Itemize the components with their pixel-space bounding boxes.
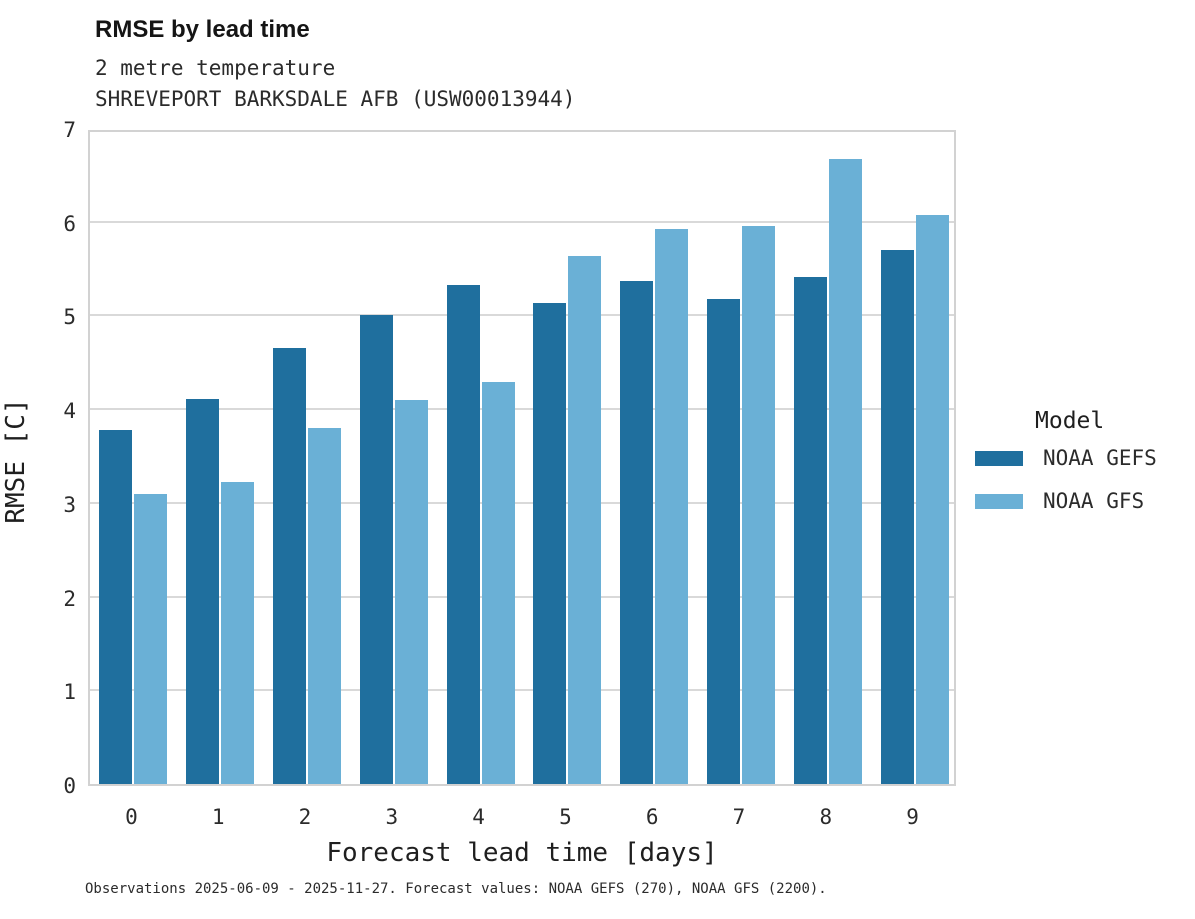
y-tick-label-3: 3 <box>63 492 76 517</box>
chart-subtitle-variable: 2 metre temperature <box>95 56 336 80</box>
x-tick-label-0: 0 <box>125 805 138 829</box>
legend-swatch-noaa-gefs <box>975 450 1023 466</box>
bar-noaa-gefs-lead-9 <box>880 249 914 784</box>
bar-noaa-gfs-lead-6 <box>655 229 689 784</box>
x-tick-label-7: 7 <box>732 805 746 829</box>
chart-subtitle-station: SHREVEPORT BARKSDALE AFB (USW00013944) <box>95 87 576 111</box>
y-tick-label-0: 0 <box>63 774 76 798</box>
legend-swatch-noaa-gfs <box>975 493 1023 509</box>
x-tick-label-9: 9 <box>906 805 919 829</box>
gridline-y-4 <box>90 408 954 411</box>
y-tick-label-2: 2 <box>63 586 76 611</box>
y-tick-label-7: 7 <box>63 118 76 142</box>
x-tick-label-3: 3 <box>385 805 399 829</box>
legend-entries: NOAA GEFS NOAA GFS <box>975 446 1190 513</box>
bar-noaa-gefs-lead-7 <box>707 298 740 784</box>
bar-noaa-gfs-lead-2 <box>308 427 341 784</box>
x-tick-label-5: 5 <box>559 805 572 829</box>
bar-noaa-gefs-lead-8 <box>793 277 827 784</box>
bar-noaa-gfs-lead-0 <box>134 493 168 784</box>
bar-noaa-gfs-lead-9 <box>915 215 949 784</box>
title-block: RMSE by lead time 2 metre temperature SH… <box>95 16 575 115</box>
bar-noaa-gefs-lead-0 <box>99 429 133 784</box>
gridline-y-1 <box>90 689 954 692</box>
y-tick-label-1: 1 <box>63 680 76 705</box>
bar-noaa-gfs-lead-7 <box>742 225 775 784</box>
bar-noaa-gefs-lead-4 <box>446 284 480 784</box>
legend-label-noaa-gefs: NOAA GEFS <box>1043 446 1157 470</box>
bar-noaa-gefs-lead-2 <box>273 348 306 784</box>
y-tick-label-6: 6 <box>63 211 76 236</box>
y-tick-label-5: 5 <box>63 305 76 330</box>
bar-noaa-gfs-lead-8 <box>828 158 862 784</box>
x-axis-title: Forecast lead time [days] <box>326 838 718 868</box>
gridline-y-2 <box>90 595 954 598</box>
bar-noaa-gfs-lead-3 <box>394 399 428 784</box>
x-tick-label-4: 4 <box>472 805 485 829</box>
x-tick-label-6: 6 <box>645 805 659 829</box>
x-tick-label-8: 8 <box>819 805 833 829</box>
gridline-y-3 <box>90 501 954 504</box>
legend-entry-noaa-gfs: NOAA GFS <box>975 489 1190 513</box>
chart-title: RMSE by lead time <box>95 16 310 43</box>
bar-noaa-gfs-lead-4 <box>481 382 515 784</box>
x-tick-label-1: 1 <box>211 805 225 829</box>
bar-noaa-gfs-lead-1 <box>221 482 255 784</box>
legend-title: Model <box>1035 408 1105 434</box>
legend: Model NOAA GEFS NOAA GFS <box>975 408 1190 532</box>
legend-entry-noaa-gefs: NOAA GEFS <box>975 446 1190 470</box>
bar-noaa-gfs-lead-5 <box>568 256 602 784</box>
bar-noaa-gefs-lead-3 <box>359 315 393 784</box>
gridline-y-6 <box>90 220 954 223</box>
plot-panel <box>88 130 956 786</box>
legend-label-noaa-gfs: NOAA GFS <box>1043 489 1145 513</box>
bar-noaa-gefs-lead-5 <box>533 303 567 784</box>
bar-noaa-gefs-lead-6 <box>620 280 654 784</box>
y-tick-label-4: 4 <box>63 399 76 424</box>
bar-noaa-gefs-lead-1 <box>186 398 220 784</box>
caption: Observations 2025-06-09 - 2025-11-27. Fo… <box>85 881 827 897</box>
gridline-y-5 <box>90 314 954 317</box>
x-tick-label-2: 2 <box>298 805 312 829</box>
y-axis-title: RMSE [C] <box>1 398 31 524</box>
